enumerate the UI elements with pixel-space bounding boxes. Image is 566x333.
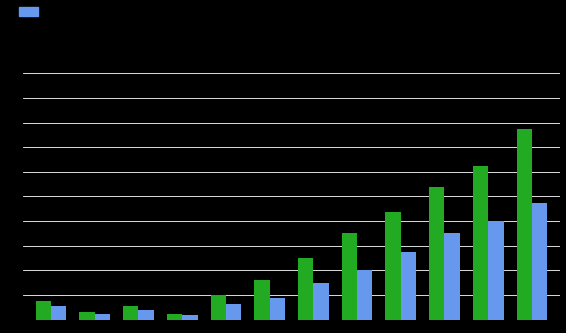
Bar (385, 212, 401, 320)
Bar (314, 283, 329, 320)
Bar (167, 314, 182, 320)
Bar (269, 298, 285, 320)
Bar (488, 221, 504, 320)
Bar (517, 129, 532, 320)
Bar (36, 301, 51, 320)
Bar (211, 295, 226, 320)
Bar (473, 166, 488, 320)
Bar (429, 187, 444, 320)
Bar (226, 304, 241, 320)
Bar (51, 306, 66, 320)
Bar (532, 202, 547, 320)
Bar (95, 314, 110, 320)
Bar (139, 310, 154, 320)
Bar (444, 233, 460, 320)
Bar (357, 270, 372, 320)
Bar (298, 258, 314, 320)
Bar (79, 312, 95, 320)
Bar (123, 306, 139, 320)
Bar (342, 233, 357, 320)
Bar (254, 280, 269, 320)
Bar (401, 252, 416, 320)
Bar (182, 315, 198, 320)
Legend: , : , (19, 0, 38, 19)
